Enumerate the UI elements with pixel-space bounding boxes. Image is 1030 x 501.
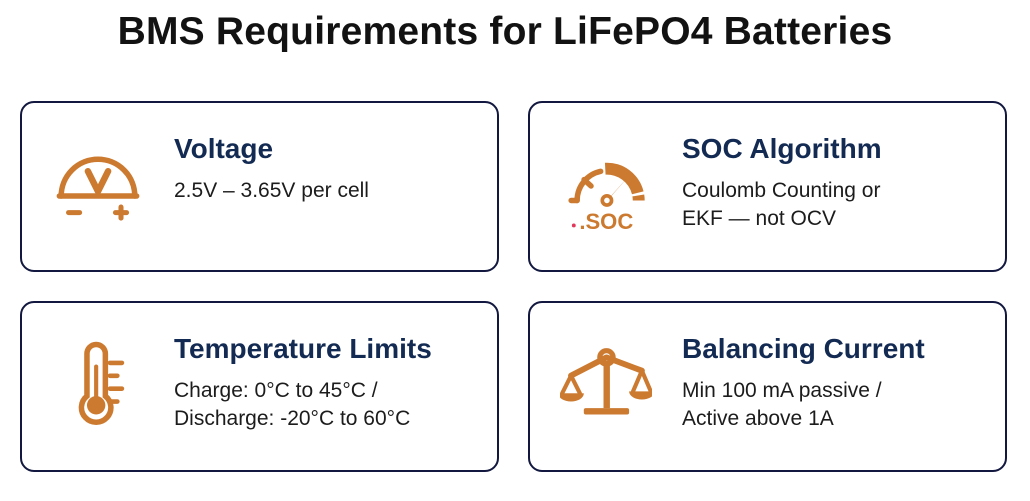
svg-text:.SOC: .SOC	[579, 209, 633, 234]
